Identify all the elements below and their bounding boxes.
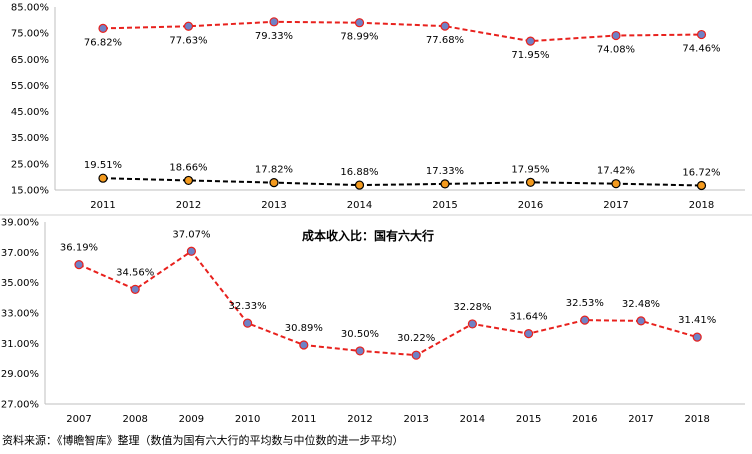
x-tick-label: 2017 bbox=[603, 200, 628, 211]
y-tick-label: 29.00% bbox=[1, 369, 39, 380]
data-point bbox=[74, 260, 84, 270]
series-line bbox=[102, 177, 702, 187]
x-tick-label: 2012 bbox=[347, 414, 372, 425]
x-tick-label: 2016 bbox=[518, 200, 543, 211]
data-point bbox=[636, 316, 646, 326]
x-tick-label: 2014 bbox=[347, 200, 372, 211]
x-tick-label: 2017 bbox=[628, 414, 653, 425]
x-tick-label: 2013 bbox=[261, 200, 286, 211]
data-label: 32.53% bbox=[566, 298, 604, 309]
y-tick-label: 31.00% bbox=[1, 339, 39, 350]
data-label: 16.88% bbox=[340, 167, 378, 178]
top-line-chart: 85.00% 75.00% 65.00% 55.00% 45.00% 35.00% 25.0… bbox=[11, 3, 745, 211]
data-label: 37.07% bbox=[172, 229, 210, 240]
x-tick-label: 2016 bbox=[572, 414, 597, 425]
x-tick-label: 2015 bbox=[516, 414, 541, 425]
source-note: 资料来源：《博瞻智库》整理（数值为国有六大行的平均数与中位数的进一步平均） bbox=[2, 434, 404, 447]
data-point bbox=[692, 332, 702, 342]
x-tick-label: 2011 bbox=[90, 200, 115, 211]
data-label: 30.89% bbox=[285, 323, 323, 334]
data-label: 32.48% bbox=[622, 299, 660, 310]
bottom-line-chart: 成本收入比：国有六大行 39.00% 37.00% 35.00% 33.00% 31.0… bbox=[1, 218, 745, 425]
y-tick-label: 75.00% bbox=[11, 29, 49, 40]
data-point bbox=[411, 350, 421, 360]
data-label: 36.19% bbox=[60, 243, 98, 254]
y-tick-label: 85.00% bbox=[11, 3, 49, 14]
data-label: 77.68% bbox=[426, 35, 464, 46]
data-point bbox=[98, 23, 108, 33]
data-label: 76.82% bbox=[84, 37, 122, 48]
x-tick-label: 2009 bbox=[179, 414, 204, 425]
data-point bbox=[440, 179, 450, 189]
x-tick-label: 2015 bbox=[432, 200, 457, 211]
data-label: 17.82% bbox=[255, 165, 293, 176]
y-tick-label: 35.00% bbox=[1, 278, 39, 289]
data-label: 30.50% bbox=[341, 329, 379, 340]
y-tick-label: 55.00% bbox=[11, 81, 49, 92]
data-label: 74.08% bbox=[597, 45, 635, 56]
data-point bbox=[355, 346, 365, 356]
y-tick-label: 65.00% bbox=[11, 55, 49, 66]
data-label: 34.56% bbox=[116, 267, 154, 278]
data-point bbox=[696, 29, 707, 40]
data-label: 17.42% bbox=[597, 166, 635, 177]
x-tick-label: 2018 bbox=[684, 414, 709, 425]
data-point bbox=[354, 18, 365, 28]
y-tick-label: 35.00% bbox=[11, 133, 49, 144]
data-point bbox=[186, 246, 196, 256]
x-tick-label: 2018 bbox=[689, 200, 714, 211]
data-point bbox=[611, 30, 621, 41]
data-label: 78.99% bbox=[340, 32, 378, 43]
data-label: 74.46% bbox=[682, 44, 720, 55]
x-tick-label: 2012 bbox=[176, 200, 201, 211]
data-label: 17.95% bbox=[511, 164, 549, 175]
y-tick-label: 15.00% bbox=[11, 186, 49, 197]
data-point bbox=[183, 21, 194, 31]
data-label: 31.64% bbox=[510, 312, 548, 323]
data-label: 19.51% bbox=[84, 160, 122, 171]
data-point bbox=[269, 17, 279, 27]
x-tick-label: 2007 bbox=[66, 414, 91, 425]
y-tick-label: 37.00% bbox=[1, 248, 39, 259]
y-tick-label: 33.00% bbox=[1, 309, 39, 320]
data-label: 77.63% bbox=[169, 35, 207, 46]
x-tick-label: 2010 bbox=[235, 414, 260, 425]
data-point bbox=[98, 173, 108, 183]
data-point bbox=[299, 340, 309, 350]
data-point bbox=[243, 318, 253, 328]
x-tick-label: 2014 bbox=[460, 414, 485, 425]
data-point bbox=[523, 329, 534, 339]
data-label: 32.28% bbox=[453, 302, 491, 313]
chart-title: 成本收入比：国有六大行 bbox=[302, 228, 434, 243]
data-point bbox=[440, 21, 450, 31]
series-line bbox=[102, 20, 702, 43]
series-line bbox=[78, 249, 698, 357]
data-point bbox=[269, 178, 279, 188]
data-label: 31.41% bbox=[678, 315, 716, 326]
data-point bbox=[525, 36, 536, 46]
y-tick-label: 45.00% bbox=[11, 107, 49, 118]
x-tick-label: 2013 bbox=[403, 414, 428, 425]
data-point bbox=[183, 175, 194, 186]
data-point bbox=[525, 177, 536, 187]
y-tick-label: 39.00% bbox=[1, 218, 39, 229]
y-tick-label: 25.00% bbox=[11, 159, 49, 170]
data-point bbox=[354, 180, 365, 190]
x-tick-label: 2008 bbox=[122, 414, 147, 425]
data-label: 18.66% bbox=[169, 162, 207, 173]
data-label: 17.33% bbox=[426, 166, 464, 177]
data-point bbox=[130, 284, 140, 294]
data-point bbox=[696, 180, 707, 191]
data-label: 79.33% bbox=[255, 31, 293, 42]
data-point bbox=[611, 179, 621, 189]
data-label: 16.72% bbox=[682, 168, 720, 179]
x-tick-label: 2011 bbox=[291, 414, 316, 425]
data-label: 30.22% bbox=[397, 333, 435, 344]
data-label: 71.95% bbox=[511, 50, 549, 61]
y-tick-label: 27.00% bbox=[1, 400, 39, 411]
data-point bbox=[467, 319, 477, 329]
data-point bbox=[580, 315, 590, 325]
data-label: 32.33% bbox=[229, 301, 267, 312]
